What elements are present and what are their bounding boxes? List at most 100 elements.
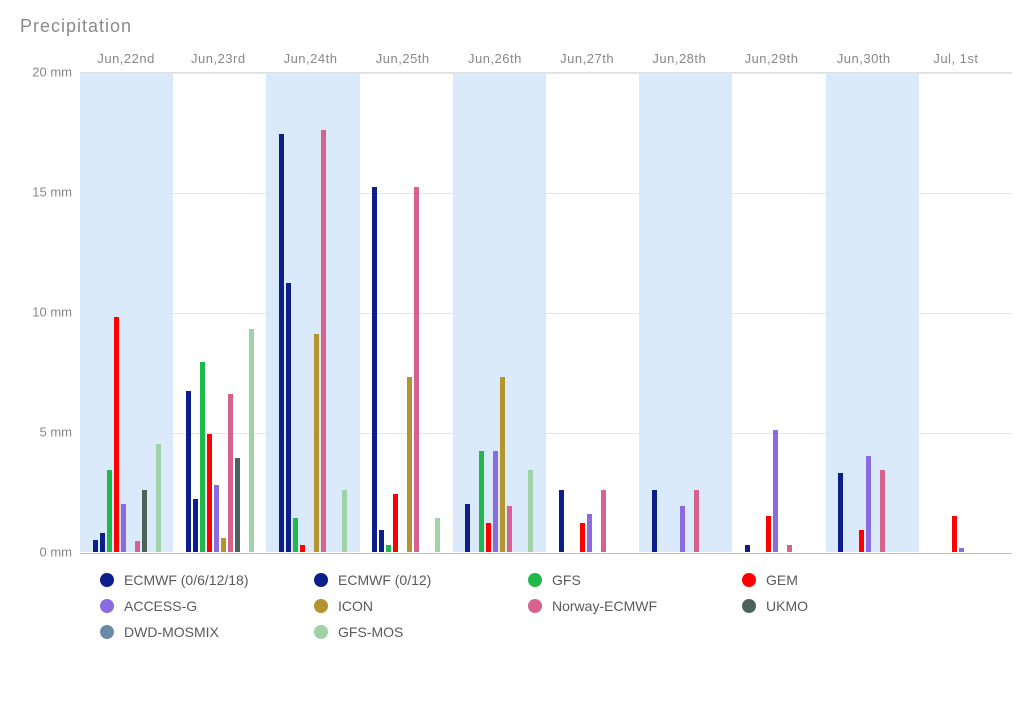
bar	[114, 317, 119, 552]
legend-item: GFS-MOS	[314, 624, 504, 640]
legend-label: UKMO	[766, 598, 808, 614]
bar	[528, 470, 533, 552]
legend-item: UKMO	[742, 598, 932, 614]
bar	[93, 540, 98, 552]
y-axis-tick: 5 mm	[40, 425, 73, 440]
legend-item: GEM	[742, 572, 932, 588]
plot-wrap: 0 mm5 mm10 mm15 mm20 mm	[20, 72, 1012, 552]
y-axis-tick: 15 mm	[32, 185, 72, 200]
bar	[580, 523, 585, 552]
bar	[235, 458, 240, 552]
bar	[200, 362, 205, 552]
bar	[601, 490, 606, 552]
legend-item: Norway-ECMWF	[528, 598, 718, 614]
legend-label: ACCESS-G	[124, 598, 197, 614]
bar	[479, 451, 484, 552]
bar	[214, 485, 219, 552]
xaxis-date-label: Jul, 1st	[910, 51, 1002, 66]
legend-label: Norway-ECMWF	[552, 598, 657, 614]
legend-label: GFS	[552, 572, 581, 588]
legend-item: DWD-MOSMIX	[100, 624, 290, 640]
legend-swatch	[742, 599, 756, 613]
bar	[745, 545, 750, 552]
bar	[414, 187, 419, 552]
bar	[186, 391, 191, 552]
bar	[107, 470, 112, 552]
legend-label: GFS-MOS	[338, 624, 403, 640]
legend-item: ICON	[314, 598, 504, 614]
plot-area	[80, 72, 1012, 552]
bar	[486, 523, 491, 552]
legend-item: ECMWF (0/12)	[314, 572, 504, 588]
bar	[393, 494, 398, 552]
chart-title: Precipitation	[20, 16, 1012, 37]
bar	[559, 490, 564, 552]
bar	[407, 377, 412, 552]
bars-layer	[80, 73, 1012, 552]
y-axis-tick: 10 mm	[32, 305, 72, 320]
bar	[952, 516, 957, 552]
legend-item: GFS	[528, 572, 718, 588]
bar	[121, 504, 126, 552]
bar	[859, 530, 864, 552]
bar	[300, 545, 305, 552]
xaxis-date-label: Jun,29th	[725, 51, 817, 66]
legend-swatch	[314, 573, 328, 587]
bar	[386, 545, 391, 552]
legend-label: ECMWF (0/12)	[338, 572, 431, 588]
legend-item: ECMWF (0/6/12/18)	[100, 572, 290, 588]
bar	[694, 490, 699, 552]
bar	[773, 430, 778, 552]
legend-swatch	[314, 599, 328, 613]
xaxis-date-label: Jun,28th	[633, 51, 725, 66]
legend-swatch	[528, 599, 542, 613]
bar	[587, 514, 592, 552]
bar	[507, 506, 512, 552]
xaxis-date-label: Jun,25th	[357, 51, 449, 66]
bar	[156, 444, 161, 552]
bar	[221, 538, 226, 552]
bar	[321, 130, 326, 552]
bar	[866, 456, 871, 552]
legend-swatch	[314, 625, 328, 639]
bar	[680, 506, 685, 552]
bar	[372, 187, 377, 552]
bar	[293, 518, 298, 552]
bar	[279, 134, 284, 552]
bar	[652, 490, 657, 552]
bar	[100, 533, 105, 552]
xaxis-date-label: Jun,24th	[264, 51, 356, 66]
bar	[766, 516, 771, 552]
legend-item: ACCESS-G	[100, 598, 290, 614]
legend-label: DWD-MOSMIX	[124, 624, 219, 640]
bar	[228, 394, 233, 552]
bar	[500, 377, 505, 552]
bar	[435, 518, 440, 552]
legend-swatch	[100, 599, 114, 613]
bar	[286, 283, 291, 552]
legend-swatch	[742, 573, 756, 587]
xaxis-date-row: Jun,22ndJun,23rdJun,24thJun,25thJun,26th…	[80, 51, 1002, 66]
xaxis-date-label: Jun,23rd	[172, 51, 264, 66]
bar	[193, 499, 198, 552]
gridline	[80, 553, 1012, 554]
legend: ECMWF (0/6/12/18) ECMWF (0/12) GFS GEM ACCES…	[100, 572, 1000, 640]
bar	[959, 548, 964, 552]
bar	[379, 530, 384, 552]
xaxis-date-label: Jun,27th	[541, 51, 633, 66]
legend-label: ICON	[338, 598, 373, 614]
bar	[249, 329, 254, 552]
legend-label: GEM	[766, 572, 798, 588]
bar	[465, 504, 470, 552]
y-axis-tick: 0 mm	[40, 545, 73, 560]
bar	[838, 473, 843, 552]
bar	[142, 490, 147, 552]
bar	[787, 545, 792, 552]
bar	[342, 490, 347, 552]
y-axis-tick: 20 mm	[32, 65, 72, 80]
bar	[314, 334, 319, 552]
bar	[880, 470, 885, 552]
legend-label: ECMWF (0/6/12/18)	[124, 572, 248, 588]
bar	[493, 451, 498, 552]
xaxis-date-label: Jun,22nd	[80, 51, 172, 66]
